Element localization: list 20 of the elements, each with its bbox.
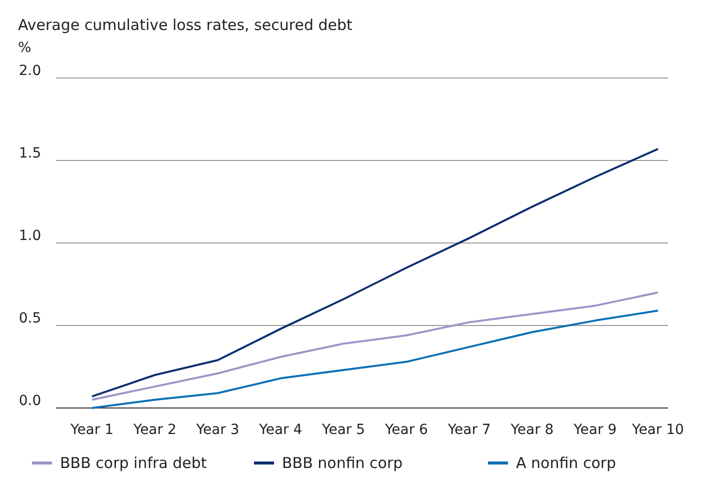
x-tick-label: Year 2 (132, 422, 176, 438)
x-tick-label: Year 3 (195, 422, 240, 438)
x-tick-label: Year 8 (510, 422, 554, 438)
x-tick-label: Year 10 (631, 422, 684, 438)
chart-title: Average cumulative loss rates, secured debt (18, 16, 353, 34)
x-tick-label: Year 6 (384, 422, 428, 438)
x-tick-label: Year 4 (258, 422, 302, 438)
y-tick-label: 0.0 (18, 393, 42, 409)
y-tick-label: 1.5 (18, 146, 42, 162)
y-tick-label: 1.0 (18, 228, 42, 244)
legend-label: BBB nonfin corp (282, 454, 403, 472)
y-axis-title: % (18, 40, 32, 56)
y-tick-label: 2.0 (18, 63, 42, 79)
x-tick-label: Year 7 (446, 422, 491, 438)
legend-label: BBB corp infra debt (60, 454, 207, 472)
x-tick-label: Year 5 (321, 422, 366, 438)
x-tick-label: Year 9 (572, 422, 617, 438)
y-tick-label: 0.5 (18, 310, 42, 326)
legend-label: A nonfin corp (516, 454, 616, 472)
x-tick-label: Year 1 (70, 422, 114, 438)
